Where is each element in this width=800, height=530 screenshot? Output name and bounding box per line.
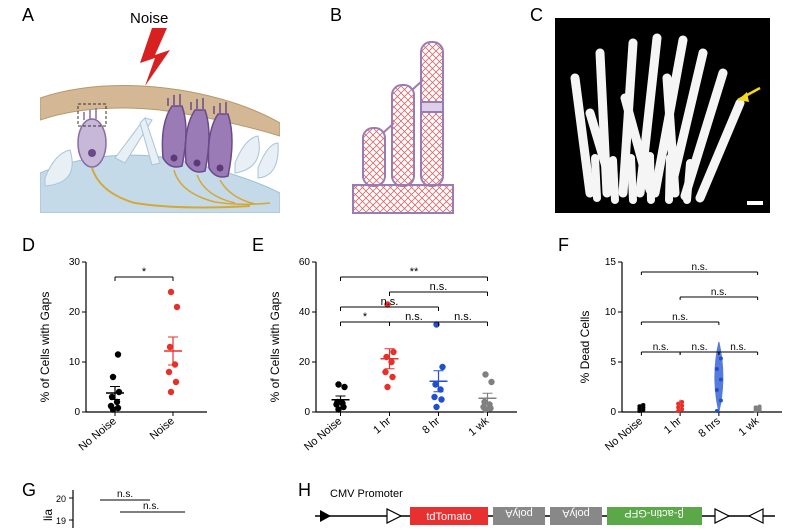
panel-a-label: A — [22, 5, 34, 26]
svg-text:1 hr: 1 hr — [662, 415, 684, 437]
svg-text:β-actin-GFP: β-actin-GFP — [624, 507, 684, 519]
svg-text:19: 19 — [56, 516, 66, 526]
svg-text:No Noise: No Noise — [603, 415, 645, 453]
svg-text:No Noise: No Noise — [302, 415, 344, 453]
svg-text:1 wk: 1 wk — [737, 415, 762, 439]
panel-b-diagram — [345, 30, 460, 215]
svg-text:0: 0 — [74, 407, 80, 418]
chart-d: 0 10 20 30 No Noise Noise * — [62, 250, 212, 460]
svg-text:1 hr: 1 hr — [371, 415, 393, 437]
chart-e: 0 20 40 60 No Noise 1 hr 8 hr 1 wk * n.s. n.s. n.s.… — [292, 250, 522, 460]
svg-text:n.s.: n.s. — [430, 281, 448, 293]
svg-text:10: 10 — [605, 307, 617, 318]
svg-text:n.s.: n.s. — [711, 287, 727, 298]
svg-text:20: 20 — [56, 494, 66, 504]
svg-text:polyA: polyA — [505, 507, 533, 519]
panel-c-label: C — [530, 5, 543, 26]
svg-text:n.s.: n.s. — [454, 311, 472, 323]
panel-f-label: F — [558, 235, 569, 256]
svg-text:60: 60 — [299, 257, 311, 268]
chart-d-ylabel: % of Cells with Gaps — [38, 287, 52, 407]
svg-text:10: 10 — [69, 357, 81, 368]
svg-text:No Noise: No Noise — [77, 415, 119, 453]
svg-text:*: * — [363, 311, 368, 323]
chart-e-ylabel: % of Cells with Gaps — [268, 287, 282, 407]
svg-text:n.s.: n.s. — [691, 342, 707, 353]
svg-text:1 wk: 1 wk — [466, 415, 491, 439]
svg-text:20: 20 — [69, 307, 81, 318]
chart-g-ylabel-partial: lia — [41, 505, 55, 525]
svg-text:30: 30 — [69, 257, 81, 268]
svg-text:n.s.: n.s. — [672, 312, 688, 323]
panel-e-label: E — [252, 235, 264, 256]
panel-b-label: B — [330, 5, 342, 26]
svg-text:tdTomato: tdTomato — [426, 511, 471, 523]
svg-text:20: 20 — [299, 357, 311, 368]
svg-text:**: ** — [410, 266, 419, 278]
panel-h-promoter-text: CMV Promoter — [330, 488, 403, 500]
svg-text:n.s.: n.s. — [730, 342, 746, 353]
chart-f: 0 5 10 15 No Noise 1 hr 8 hrs 1 wk n.s. n.s. n.s. n… — [600, 250, 785, 460]
svg-text:n.s.: n.s. — [143, 501, 159, 512]
svg-text:8 hr: 8 hr — [420, 415, 442, 437]
svg-text:15: 15 — [605, 257, 617, 268]
panel-h-construct: tdTomato polyA polyA β-actin-GFP — [315, 503, 775, 528]
svg-text:0: 0 — [304, 407, 310, 418]
svg-text:n.s.: n.s. — [381, 296, 399, 308]
panel-c-micrograph — [555, 18, 770, 213]
panel-a-noise-text: Noise — [130, 10, 168, 27]
svg-text:40: 40 — [299, 307, 311, 318]
panel-a-diagram — [40, 28, 280, 213]
chart-g-partial: 20 19 n.s. n.s. — [55, 490, 225, 528]
svg-text:*: * — [142, 266, 147, 278]
panel-d-label: D — [22, 235, 35, 256]
svg-text:Noise: Noise — [148, 415, 177, 442]
svg-text:0: 0 — [610, 407, 616, 418]
svg-text:n.s.: n.s. — [117, 490, 133, 500]
svg-text:8 hrs: 8 hrs — [696, 415, 723, 440]
svg-text:n.s.: n.s. — [691, 262, 707, 273]
chart-f-ylabel: % Dead Cells — [578, 302, 592, 392]
svg-text:n.s.: n.s. — [653, 342, 669, 353]
svg-text:polyA: polyA — [562, 507, 590, 519]
svg-text:n.s.: n.s. — [405, 311, 423, 323]
panel-h-label: H — [298, 480, 311, 501]
svg-text:5: 5 — [610, 357, 616, 368]
panel-g-label: G — [22, 480, 36, 501]
